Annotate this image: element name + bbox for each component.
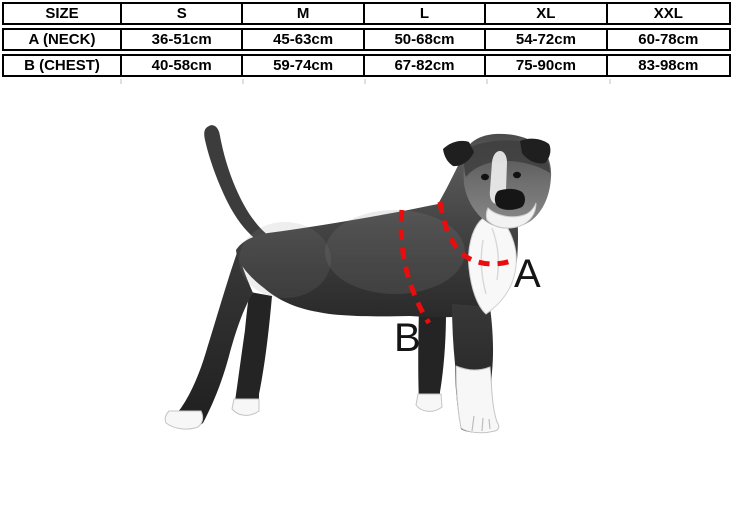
table-header-row: SIZE S M L XL XXL — [2, 2, 731, 25]
chest-value-xxl: 83-98cm — [638, 57, 699, 74]
dog-right-eye — [513, 171, 521, 179]
dog-chest-bib — [468, 212, 517, 315]
artifact-tick — [486, 79, 488, 84]
dog-near-hind-leg — [171, 250, 253, 428]
header-cell-s: S — [122, 4, 244, 23]
neck-value-xl: 54-72cm — [486, 30, 608, 49]
neck-value-m: 45-63cm — [243, 30, 365, 49]
chest-value-s: 40-58cm — [122, 56, 244, 75]
header-cell-xxl: XXL — [653, 5, 683, 22]
dog-nose — [494, 188, 525, 210]
header-cell-m: M — [243, 4, 365, 23]
dog-shoulder-highlight — [325, 210, 465, 294]
chest-value-xl: 75-90cm — [486, 56, 608, 75]
dog-near-front-paw — [455, 365, 500, 434]
artifact-tick — [364, 79, 366, 84]
label-b: B — [394, 316, 421, 360]
chest-value-l: 67-82cm — [365, 56, 487, 75]
dog-left-eye — [481, 173, 489, 181]
dog-far-front-leg — [418, 308, 446, 403]
dog-paw-toes — [471, 415, 491, 432]
artifact-tick — [242, 79, 244, 84]
dog-head — [443, 133, 552, 229]
dog-near-hind-foot — [164, 410, 204, 430]
dog-thigh-highlight — [239, 222, 331, 298]
chest-measure-line — [398, 209, 432, 325]
neck-value-l: 50-68cm — [365, 30, 487, 49]
table-row-neck: A (NECK) 36-51cm 45-63cm 50-68cm 54-72cm… — [2, 28, 731, 51]
dog-far-front-foot — [415, 393, 443, 412]
row-label-neck: A (NECK) — [4, 30, 122, 49]
dog-chin — [485, 202, 537, 229]
header-cell-l: L — [365, 4, 487, 23]
neck-measure-line — [437, 201, 512, 267]
header-cell-xl: XL — [486, 4, 608, 23]
dog-tail — [204, 125, 269, 241]
neck-value-s: 36-51cm — [122, 30, 244, 49]
neck-value-xxl: 60-78cm — [638, 31, 699, 48]
artifact-tick — [609, 79, 611, 84]
size-chart-table: SIZE S M L XL XXL A (NECK) 36-51cm 45-63… — [2, 2, 731, 80]
dog-illustration: A B — [164, 125, 552, 434]
chest-value-m: 59-74cm — [243, 56, 365, 75]
label-a: A — [514, 252, 541, 296]
header-cell-size: SIZE — [4, 4, 122, 23]
dog-body — [236, 150, 519, 318]
dog-right-ear-icon — [520, 138, 551, 164]
dog-bib-shading — [480, 227, 500, 295]
table-row-chest: B (CHEST) 40-58cm 59-74cm 67-82cm 75-90c… — [2, 54, 731, 77]
dog-far-hind-foot — [231, 398, 260, 416]
dog-far-hind-leg — [234, 292, 272, 408]
artifact-tick — [120, 79, 122, 84]
dog-left-ear-icon — [443, 140, 474, 167]
row-label-chest: B (CHEST) — [4, 56, 122, 75]
